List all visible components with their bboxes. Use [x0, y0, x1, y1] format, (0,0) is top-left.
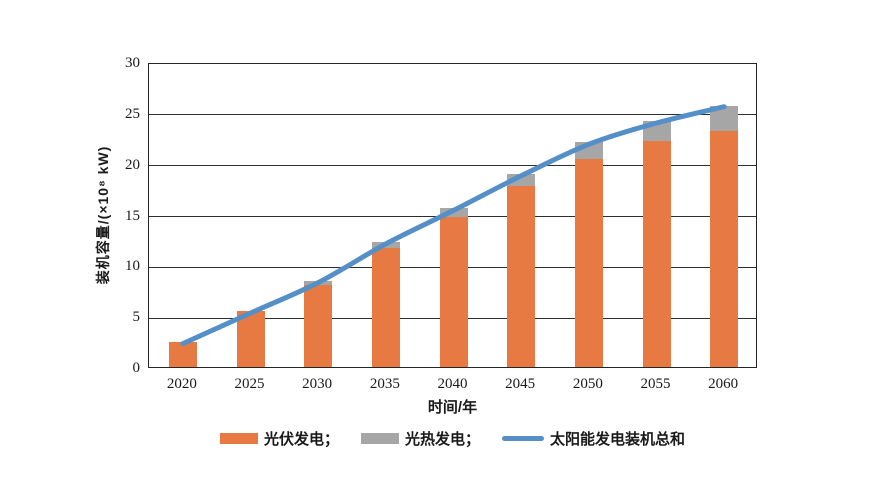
x-tick-label: 2045 — [505, 376, 536, 392]
legend-item: 太阳能发电装机总和 — [502, 428, 685, 449]
x-tick-label: 2055 — [640, 376, 671, 392]
bar-segment-pv — [168, 341, 197, 367]
bar-group — [371, 241, 400, 367]
y-tick-label: 15 — [125, 207, 140, 224]
legend-rect-swatch — [360, 433, 399, 444]
bar-segment-csp — [574, 142, 603, 159]
bar-group — [574, 142, 603, 367]
legend-line-swatch — [502, 436, 544, 441]
y-tick-label: 10 — [125, 258, 140, 275]
x-axis-title: 时间/年 — [427, 399, 478, 416]
bar-segment-csp — [371, 241, 400, 249]
gridline — [149, 114, 756, 116]
bar-segment-csp — [642, 120, 671, 142]
bar-segment-csp — [439, 208, 468, 217]
bar-segment-csp — [710, 105, 739, 132]
bar-group — [236, 311, 265, 367]
y-tick-label: 20 — [125, 156, 140, 173]
y-tick-label: 5 — [132, 309, 141, 326]
legend-item: 光热发电； — [360, 428, 480, 449]
bar-segment-pv — [236, 311, 265, 367]
bar-group — [710, 105, 739, 367]
x-tick-label: 2030 — [302, 376, 333, 392]
bar-group — [507, 173, 536, 367]
bar-group — [439, 208, 468, 367]
bar-segment-csp — [304, 280, 333, 285]
legend-label: 光热发电； — [404, 431, 480, 448]
bar-group — [168, 341, 197, 367]
bar-segment-csp — [507, 173, 536, 187]
plot-area — [148, 63, 757, 368]
bar-segment-pv — [439, 216, 468, 367]
y-tick-label: 0 — [132, 360, 141, 376]
y-tick-label: 30 — [125, 55, 140, 71]
bar-segment-pv — [710, 131, 739, 367]
bar-group — [642, 120, 671, 367]
x-tick-label: 2020 — [166, 376, 197, 392]
bar-segment-pv — [574, 158, 603, 367]
legend-item: 光伏发电； — [219, 428, 339, 449]
bar-segment-pv — [642, 141, 671, 367]
x-tick-label: 2050 — [572, 376, 603, 392]
bar-segment-pv — [507, 186, 536, 367]
legend-label: 太阳能发电装机总和 — [550, 431, 686, 448]
x-tick-label: 2040 — [437, 376, 468, 392]
x-tick-label: 2060 — [708, 376, 739, 392]
x-tick-label: 2025 — [234, 376, 265, 392]
legend-label: 光伏发电； — [263, 431, 339, 448]
legend-rect-swatch — [219, 433, 258, 444]
bar-segment-pv — [304, 284, 333, 367]
bar-segment-pv — [371, 248, 400, 367]
x-tick-label: 2035 — [369, 376, 400, 392]
bar-group — [304, 280, 333, 367]
y-tick-label: 25 — [125, 105, 140, 122]
legend: 光伏发电； 光热发电； 太阳能发电装机总和 — [148, 428, 757, 449]
